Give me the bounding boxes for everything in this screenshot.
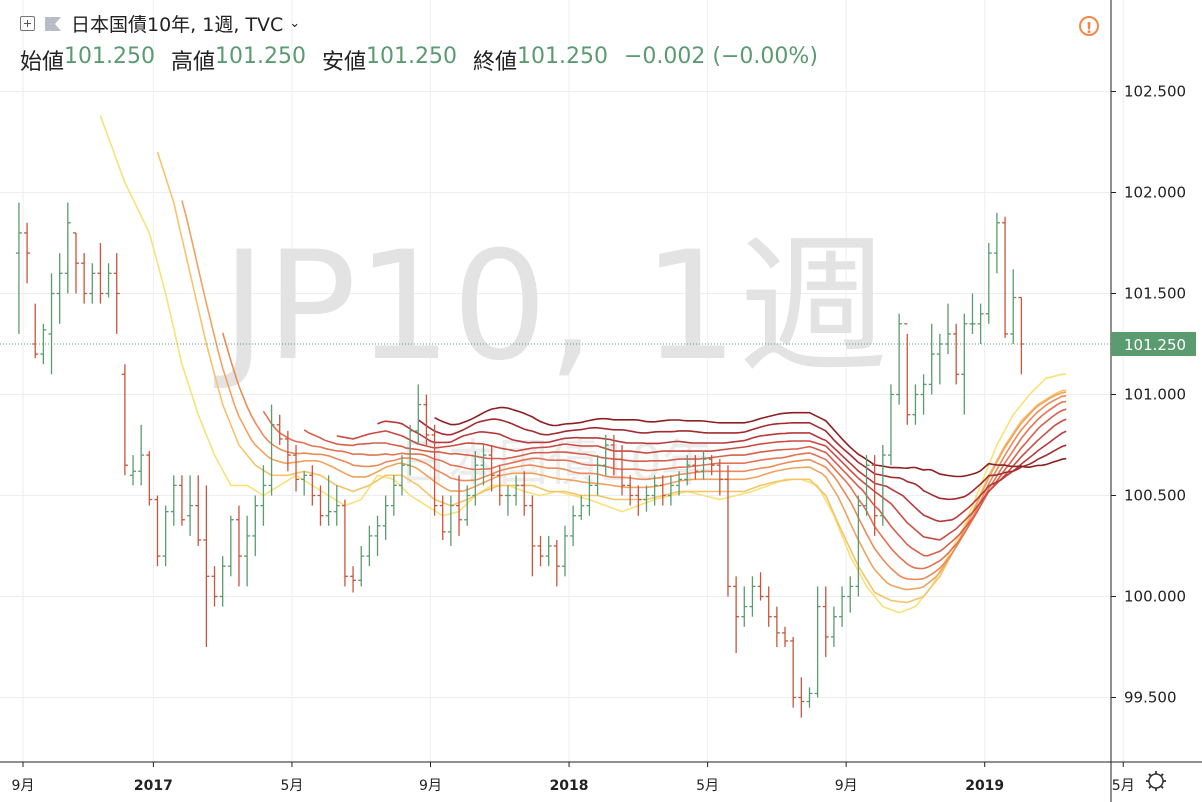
x-tick-label: 9月 bbox=[419, 778, 442, 794]
x-tick-label: 5月 bbox=[280, 778, 303, 794]
moving-average-line-7 bbox=[336, 418, 1067, 541]
chart-header: 日本国債10年, 1週, TVC ⌄ 始値 101.250 高値 101.250 安… bbox=[0, 0, 1110, 78]
ohlc-row: 始値 101.250 高値 101.250 安値 101.250 終値 101.250 … bbox=[20, 44, 818, 76]
flag-icon[interactable] bbox=[45, 16, 61, 31]
moving-average-line-10 bbox=[434, 406, 1067, 478]
watermark-main: JP10, 1週 bbox=[214, 220, 888, 394]
x-tick-label: 5月 bbox=[1112, 778, 1135, 794]
moving-average-line-9 bbox=[417, 418, 1067, 501]
x-tick-label: 2018 bbox=[550, 778, 589, 794]
moving-average-line-3 bbox=[181, 200, 1067, 591]
moving-average-line-1 bbox=[99, 115, 1067, 614]
symbol-row: 日本国債10年, 1週, TVC ⌄ bbox=[20, 10, 300, 37]
x-tick-label: 2019 bbox=[965, 778, 1004, 794]
y-tick-label: 102.000 bbox=[1124, 184, 1186, 202]
gear-tooth bbox=[1148, 773, 1152, 777]
high-label: 高値 bbox=[171, 50, 216, 75]
warning-icon[interactable]: ! bbox=[1079, 16, 1099, 37]
moving-average-line-4 bbox=[221, 332, 1067, 581]
moving-average-line-2 bbox=[156, 151, 1067, 604]
close-value: 101.250 bbox=[517, 44, 608, 69]
expand-plus-icon[interactable] bbox=[20, 16, 35, 31]
settings-gear-icon[interactable] bbox=[1146, 771, 1166, 791]
x-tick-label: 9月 bbox=[12, 778, 35, 794]
change-value: −0.002 (−0.00%) bbox=[624, 44, 818, 69]
x-tick-label: 2017 bbox=[134, 778, 173, 794]
open-label: 始値 bbox=[20, 50, 65, 75]
y-tick-label: 102.500 bbox=[1124, 83, 1186, 101]
high-value: 101.250 bbox=[215, 44, 306, 69]
symbol-title[interactable]: 日本国債10年, 1週, TVC bbox=[71, 14, 284, 36]
gear-tooth bbox=[1148, 785, 1152, 789]
gear-ring bbox=[1148, 773, 1164, 789]
close-label: 終値 bbox=[473, 50, 518, 75]
y-tick-label: 100.500 bbox=[1124, 487, 1186, 505]
x-tick-label: 9月 bbox=[835, 778, 858, 794]
chevron-down-icon[interactable]: ⌄ bbox=[289, 16, 301, 31]
low-value: 101.250 bbox=[366, 44, 457, 69]
y-tick-label: 99.500 bbox=[1124, 689, 1177, 707]
y-tick-label: 101.500 bbox=[1124, 285, 1186, 303]
moving-average-line-6 bbox=[303, 408, 1067, 557]
last-price-label: 101.250 bbox=[1124, 336, 1186, 354]
low-label: 安値 bbox=[322, 50, 367, 75]
gear-tooth bbox=[1160, 773, 1164, 777]
y-tick-label: 100.000 bbox=[1124, 588, 1186, 606]
y-tick-label: 101.000 bbox=[1124, 386, 1186, 404]
gear-tooth bbox=[1160, 785, 1164, 789]
last-price-badge bbox=[1111, 332, 1196, 356]
moving-average-line-5 bbox=[262, 400, 1067, 570]
moving-average-line-8 bbox=[377, 420, 1067, 523]
open-value: 101.250 bbox=[64, 44, 155, 69]
x-tick-label: 5月 bbox=[696, 778, 719, 794]
